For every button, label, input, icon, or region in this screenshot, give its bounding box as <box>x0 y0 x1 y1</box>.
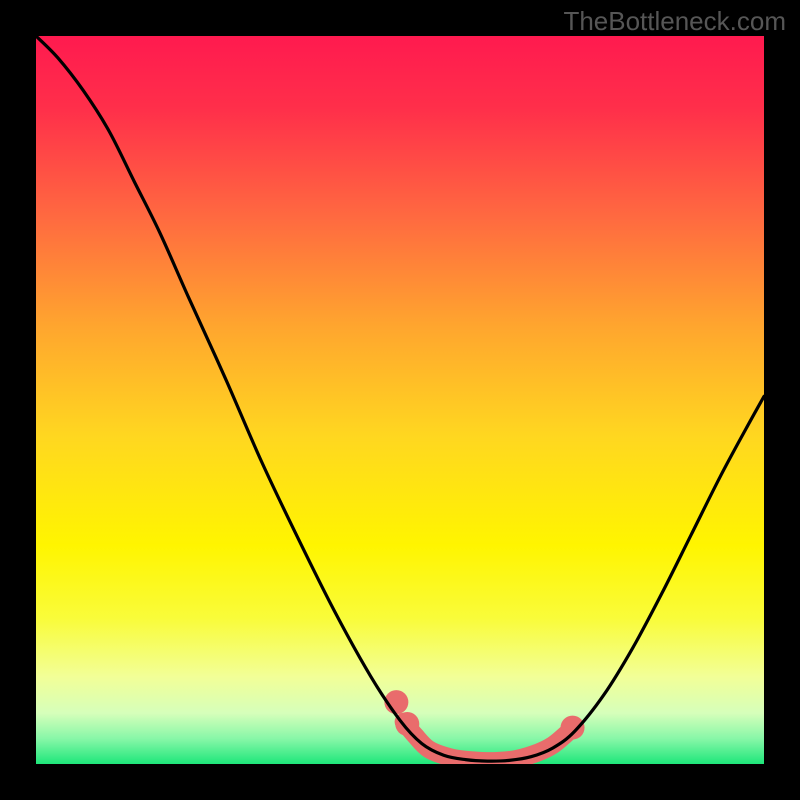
highlight-band <box>384 690 584 761</box>
bottleneck-curve <box>36 36 764 761</box>
watermark-label: TheBottleneck.com <box>563 6 786 37</box>
bottleneck-curve-chart <box>36 36 764 764</box>
stage: TheBottleneck.com <box>0 0 800 800</box>
plot-area <box>36 36 764 764</box>
